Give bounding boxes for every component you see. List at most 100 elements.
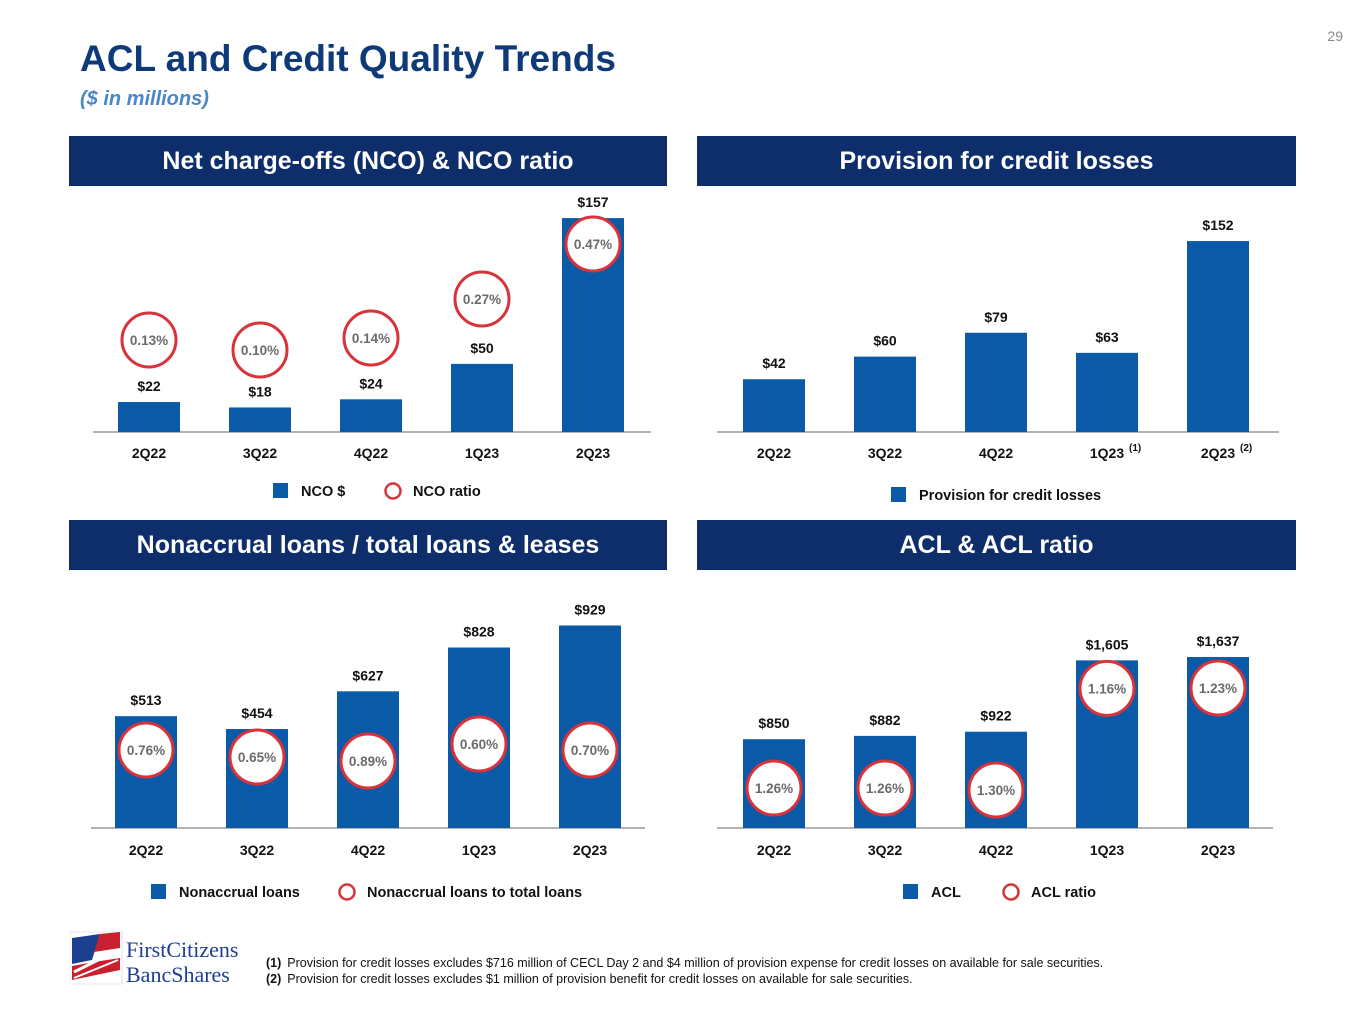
company-logo: FirstCitizens BancShares [69,930,260,988]
ratio-label: 0.89% [349,754,387,769]
value-label: $1,637 [1197,633,1240,649]
legend-label: NCO ratio [413,484,481,500]
ratio-circle [228,728,286,786]
value-label: $850 [758,715,789,731]
category-label: 3Q22 [240,842,274,858]
ratio-circle [745,759,803,817]
acl-chart: $850 2Q22 1.26% $882 3Q22 1.26% $922 4Q22 1.30% $… [717,633,1273,901]
ratio-label: 1.16% [1088,681,1126,696]
ratio-label: 1.26% [866,781,904,796]
bar-2Q23 [1187,241,1249,432]
nco-chart: $22 2Q22 0.13% $18 3Q22 0.10% $24 4Q22 0.14% $50 1… [93,194,651,500]
legend-swatch-bar [273,483,288,498]
category-superscript: (1) [1129,443,1141,454]
ratio-label: 0.47% [574,237,612,252]
value-label: $24 [359,375,383,391]
category-label: 2Q23 [576,445,610,461]
legend-swatch-bar [903,884,918,899]
legend-swatch-circle [338,883,356,901]
value-label: $929 [574,601,605,617]
category-label: 4Q22 [979,842,1013,858]
bar-4Q22 [965,332,1027,432]
category-superscript: (2) [1240,443,1252,454]
bar-1Q23 [451,363,513,432]
legend-swatch-circle [384,482,402,500]
nco-panel-header: Net charge-offs (NCO) & NCO ratio [69,136,667,186]
category-label: 1Q23 [1090,842,1124,858]
value-label: $63 [1095,329,1119,345]
value-label: $79 [984,309,1008,325]
ratio-label: 0.14% [352,331,390,346]
value-label: $50 [470,340,494,356]
category-label: 1Q23 [1090,445,1124,461]
page-number: 29 [1327,28,1343,44]
ratio-label: 0.27% [463,292,501,307]
value-label: $60 [873,333,897,349]
ratio-circle [1189,659,1247,717]
ratio-label: 0.13% [130,333,168,348]
value-label: $513 [130,692,161,708]
category-label: 2Q22 [129,842,163,858]
ratio-circle [1078,659,1136,717]
ratio-circle [342,309,400,367]
value-label: $157 [577,194,608,210]
footnote-2-number: (2) [266,972,282,986]
ratio-label: 0.70% [571,743,609,758]
ratio-circle [561,721,619,779]
ratio-label: 1.26% [755,781,793,796]
category-label: 4Q22 [354,445,388,461]
provision-panel-header: Provision for credit losses [697,136,1296,186]
category-label: 2Q23 [1201,842,1235,858]
ratio-circle [856,759,914,817]
logo-line1: FirstCitizens [126,937,238,962]
category-label: 4Q22 [351,842,385,858]
value-label: $152 [1202,217,1233,233]
value-label: $922 [980,708,1011,724]
category-label: 2Q23 [1201,445,1235,461]
footnotes: (1) Provision for credit losses excludes … [266,955,1103,987]
page-subtitle: ($ in millions) [80,88,209,110]
category-label: 3Q22 [868,842,902,858]
value-label: $22 [137,378,161,394]
footnote-2-text: Provision for credit losses excludes $1 … [287,972,913,986]
ratio-circle [117,721,175,779]
legend-swatch-bar [151,884,166,899]
page-title: ACL and Credit Quality Trends [80,38,616,79]
bar-4Q22 [340,399,402,432]
footnote-1: (1) Provision for credit losses excludes … [266,955,1103,971]
category-label: 4Q22 [979,445,1013,461]
ratio-label: 0.65% [238,750,276,765]
bar-1Q23 [1076,352,1138,432]
ratio-label: 1.23% [1199,681,1237,696]
value-label: $454 [241,705,272,721]
legend-swatch-circle [1002,883,1020,901]
ratio-label: 0.76% [127,743,165,758]
category-label: 1Q23 [462,842,496,858]
ratio-label: 0.60% [460,737,498,752]
ratio-circle [450,715,508,773]
legend-label: ACL [931,885,961,901]
ratio-label: 1.30% [977,783,1015,798]
legend-label: ACL ratio [1031,885,1096,901]
ratio-circle [967,761,1025,819]
value-label: $627 [352,667,383,683]
nonaccrual-panel-header: Nonaccrual loans / total loans & leases [69,520,667,570]
value-label: $42 [762,355,786,371]
provision-chart: $42 2Q22 $60 3Q22 $79 4Q22 $63 1Q23 (1) $152 2Q23 (… [717,217,1279,504]
legend-label: Provision for credit losses [919,488,1101,504]
category-label: 3Q22 [868,445,902,461]
footnote-2: (2) Provision for credit losses excludes … [266,971,1103,987]
value-label: $18 [248,383,272,399]
footnote-1-text: Provision for credit losses excludes $71… [287,956,1104,970]
ratio-label: 0.10% [241,343,279,358]
bar-3Q22 [854,356,916,432]
category-label: 2Q22 [757,842,791,858]
legend-label: Nonaccrual loans to total loans [367,885,582,901]
bar-2Q22 [743,379,805,432]
value-label: $1,605 [1086,636,1129,652]
footnote-1-number: (1) [266,956,282,970]
ratio-circle [231,321,289,379]
bar-2Q22 [118,402,180,432]
ratio-circle [339,732,397,790]
flag-icon [69,931,123,985]
